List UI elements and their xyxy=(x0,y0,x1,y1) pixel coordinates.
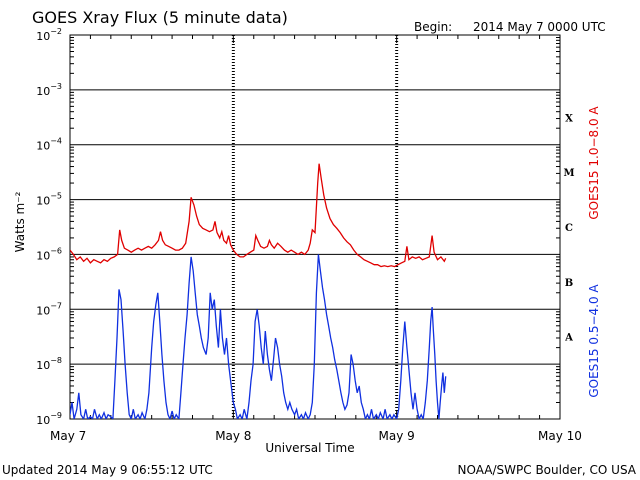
begin-value: 2014 May 7 0000 UTC xyxy=(473,20,606,34)
credit-text: NOAA/SWPC Boulder, CO USA xyxy=(458,463,637,477)
flare-class-labels: X M C B A xyxy=(563,113,574,343)
chart-title: GOES Xray Flux (5 minute data) xyxy=(32,8,288,27)
y-tick-label: 10−7 xyxy=(36,301,62,317)
day-dividers xyxy=(231,35,399,419)
flare-class-x: X xyxy=(565,113,573,124)
y-tick-label: 10−9 xyxy=(36,411,62,427)
y-tick-label: 10−5 xyxy=(36,192,62,208)
x-tick-label: May 10 xyxy=(538,429,582,443)
y-tick-label: 10−6 xyxy=(36,246,62,262)
y-tick-label: 10−8 xyxy=(36,356,62,372)
flare-class-b: B xyxy=(565,278,573,289)
y-tick-label: 10−3 xyxy=(36,82,62,98)
series-line-short xyxy=(70,254,447,419)
flare-class-a: A xyxy=(564,333,573,344)
x-tick-label: May 8 xyxy=(215,429,251,443)
flare-class-c: C xyxy=(565,223,573,234)
grid xyxy=(70,89,560,365)
x-tick-label: May 7 xyxy=(50,429,86,443)
begin-label: Begin: xyxy=(414,20,452,34)
y-tick-label: 10−2 xyxy=(36,27,62,43)
flare-class-m: M xyxy=(563,168,574,179)
y-axis-label: Watts m⁻² xyxy=(13,191,27,252)
updated-timestamp: Updated 2014 May 9 06:55:12 UTC xyxy=(2,463,213,477)
y-tick-label: 10−4 xyxy=(36,137,62,153)
x-tick-label: May 9 xyxy=(379,429,415,443)
series-lines xyxy=(70,163,447,419)
x-axis-ticks: May 7 May 8 May 9 May 10 xyxy=(50,35,582,443)
x-axis-label: Universal Time xyxy=(265,441,354,455)
legend-goes15-long: GOES15 1.0−8.0 A xyxy=(587,106,601,220)
y-axis-ticks: 10−2 10−3 10−4 10−5 10−6 10−7 10−8 10−9 xyxy=(36,27,560,427)
legend-goes15-short: GOES15 0.5−4.0 A xyxy=(587,284,601,398)
series-line-long xyxy=(70,163,447,268)
